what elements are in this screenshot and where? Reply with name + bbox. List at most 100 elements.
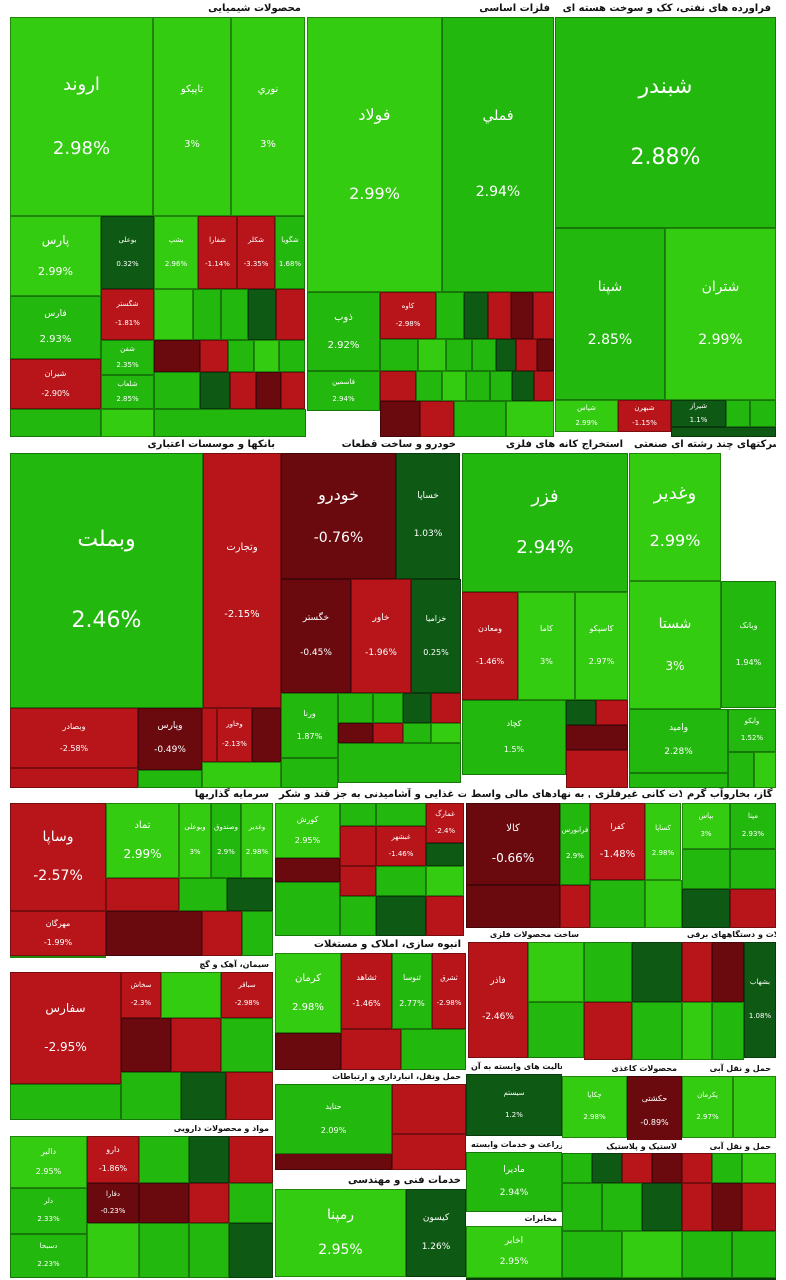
stock-tile[interactable]: مادیرا 2.94% (466, 1152, 562, 1212)
stock-tile-unlabelled (373, 723, 403, 743)
stock-tile[interactable]: کیسون 1.26% (406, 1189, 466, 1277)
stock-tile[interactable]: شستا 3% (629, 581, 721, 709)
stock-tile[interactable]: وبانک 1.94% (721, 581, 776, 708)
stock-tile[interactable]: فاذر -2.46% (468, 942, 528, 1058)
stock-tile[interactable]: شگستر -1.81% (101, 289, 154, 340)
stock-tile[interactable]: شگویا 1.68% (275, 216, 305, 289)
stock-tile[interactable]: بوعلی 0.32% (101, 216, 154, 289)
stock-tile[interactable]: رمپنا 2.95% (275, 1189, 406, 1277)
stock-tile[interactable]: ورنا 1.87% (281, 693, 338, 758)
stock-tile[interactable]: فولاد 2.99% (307, 17, 442, 292)
stock-tile[interactable]: کاسپکو 2.97% (575, 592, 628, 700)
stock-tile[interactable]: دسبحا 2.23% (10, 1234, 87, 1278)
stock-tile[interactable]: شتران 2.99% (665, 228, 776, 400)
stock-tile[interactable]: شفارا -1.14% (198, 216, 237, 289)
stock-tile[interactable]: واميد 2.28% (629, 709, 728, 773)
stock-tile[interactable]: مپنا 2.93% (730, 803, 776, 849)
stock-tile[interactable]: بشهاب 1.08% (744, 942, 776, 1058)
stock-tile[interactable]: وغدیر 2.98% (241, 803, 273, 878)
stock-tile[interactable]: فارس 2.93% (10, 296, 101, 359)
stock-tile[interactable]: وغدير 2.99% (629, 453, 721, 581)
stock-tile[interactable]: وبوعلی 3% (179, 803, 211, 878)
stock-tile[interactable]: چکاپا 2.98% (562, 1076, 627, 1138)
stock-tile[interactable]: شپنا 2.85% (555, 228, 665, 400)
stock-tile[interactable]: خساپا 1.03% (396, 453, 460, 579)
stock-tile[interactable]: پکرمان 2.97% (682, 1076, 733, 1138)
stock-tile[interactable]: کرمان 2.98% (275, 953, 341, 1033)
stock-tile[interactable]: فملي 2.94% (442, 17, 554, 292)
stock-symbol: شکلر (248, 235, 264, 244)
stock-tile-unlabelled (154, 289, 193, 340)
stock-tile-unlabelled (566, 750, 628, 788)
stock-tile[interactable]: فاسمين 2.94% (307, 371, 380, 411)
stock-tile[interactable]: کساپا 2.98% (645, 803, 681, 880)
stock-tile-unlabelled (121, 1018, 171, 1072)
stock-tile-unlabelled (733, 1076, 776, 1138)
stock-tile[interactable]: شلعاب 2.85% (101, 375, 154, 409)
stock-tile[interactable]: خاور -1.96% (351, 579, 411, 693)
stock-tile[interactable]: خودرو -0.76% (281, 453, 396, 579)
stock-tile[interactable]: شبندر 2.88% (555, 17, 776, 228)
stock-tile[interactable]: فرابورس 2.9% (560, 803, 590, 885)
stock-tile[interactable]: شبهرن -1.15% (618, 400, 671, 432)
stock-tile[interactable]: شکلر -3.35% (237, 216, 275, 289)
stock-symbol: شپاس (577, 403, 596, 412)
stock-change-label: 2.99% (649, 531, 701, 551)
stock-tile[interactable]: سفارس -2.95% (10, 972, 121, 1084)
stock-tile[interactable]: وتجارت -2.15% (203, 453, 281, 708)
stock-tile[interactable]: کاما 3% (518, 592, 575, 700)
stock-tile[interactable]: شپاس 2.99% (555, 400, 618, 432)
stock-tile[interactable]: خگستر -0.45% (281, 579, 351, 693)
stock-tile[interactable]: دلر 2.33% (10, 1188, 87, 1234)
stock-tile[interactable]: سخاش -2.3% (121, 972, 161, 1018)
stock-tile[interactable]: وبصادر -2.58% (10, 708, 138, 768)
stock-tile[interactable]: ثشاهد -1.46% (341, 953, 392, 1029)
stock-symbol: ثشاهد (356, 972, 377, 982)
stock-tile[interactable]: ذوب 2.92% (307, 292, 380, 371)
stock-tile[interactable]: حکشتی -0.89% (627, 1076, 682, 1146)
sector-title: حمل ونقل، انبارداری و ارتباطات (274, 1070, 466, 1083)
stock-tile[interactable]: سیستم 1.2% (466, 1074, 562, 1136)
stock-tile[interactable]: وخاور -2.13% (217, 708, 252, 762)
stock-tile[interactable]: وساپا -2.57% (10, 803, 106, 911)
stock-tile[interactable]: کفرا -1.48% (590, 803, 645, 880)
stock-tile[interactable]: دارو -1.86% (87, 1136, 139, 1183)
stock-tile[interactable]: خزامیا 0.25% (411, 579, 461, 693)
stock-tile-unlabelled (566, 725, 628, 750)
sector-title: زراعت و خدمات وابسته (466, 1138, 562, 1151)
stock-tile[interactable]: غبشهر -1.46% (376, 826, 426, 866)
stock-symbol: دفارا (106, 1189, 120, 1198)
stock-tile[interactable]: کالا -0.66% (466, 803, 560, 885)
stock-tile[interactable]: تاپیکو 3% (153, 17, 231, 216)
stock-tile[interactable]: حتاید 2.09% (275, 1084, 392, 1154)
stock-tile[interactable]: شیراز 1.1% (671, 400, 726, 427)
stock-tile[interactable]: پارس 2.99% (10, 216, 101, 296)
stock-tile[interactable]: ومعادن -1.46% (462, 592, 518, 700)
stock-tile[interactable]: وایکو 1.52% (728, 709, 776, 752)
stock-tile[interactable]: مهرگان -1.99% (10, 911, 106, 956)
stock-tile[interactable]: دالبر 2.95% (10, 1136, 87, 1188)
stock-tile[interactable]: نوري 3% (231, 17, 305, 216)
stock-tile[interactable]: وبملت 2.46% (10, 453, 203, 708)
stock-symbol: خساپا (417, 491, 439, 502)
stock-tile[interactable]: کورش 2.95% (275, 803, 340, 858)
stock-tile[interactable]: بپاس 3% (682, 803, 730, 849)
stock-tile[interactable]: اروند 2.98% (10, 17, 153, 216)
stock-tile[interactable]: اخابر 2.95% (466, 1226, 562, 1278)
stock-tile[interactable]: کچاد 1.5% (462, 700, 566, 775)
stock-tile[interactable]: سباقر -2.98% (221, 972, 273, 1018)
stock-tile-unlabelled (590, 880, 645, 928)
stock-tile[interactable]: ثنوسا 2.77% (392, 953, 432, 1029)
stock-tile[interactable]: ثشرق -2.98% (432, 953, 466, 1029)
stock-tile[interactable]: فزر 2.94% (462, 453, 628, 592)
stock-tile[interactable]: غمارگ -2.4% (426, 803, 464, 843)
stock-tile[interactable]: شیران -2.90% (10, 359, 101, 409)
stock-tile[interactable]: وصندوق 2.9% (211, 803, 241, 878)
stock-tile[interactable]: شفن 2.35% (101, 340, 154, 375)
stock-change-label: 1.03% (413, 529, 443, 539)
stock-tile[interactable]: تماد 2.99% (106, 803, 179, 878)
stock-tile[interactable]: کاوه -2.98% (380, 292, 436, 339)
stock-tile[interactable]: بشپ 2.96% (154, 216, 198, 289)
stock-tile[interactable]: دفارا -0.23% (87, 1183, 139, 1223)
stock-tile[interactable]: وپارس -0.49% (138, 708, 202, 770)
